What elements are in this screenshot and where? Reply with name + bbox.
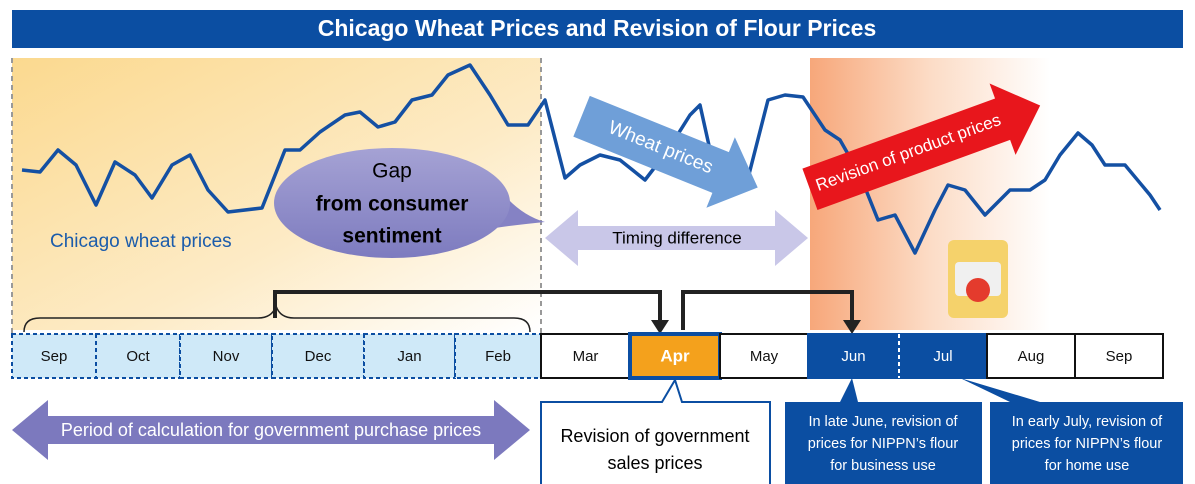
wheat-arrow: Wheat prices [567,81,772,223]
callout-text: for business use [830,458,936,474]
callout-text: sales prices [607,453,702,473]
bubble-text: from consumer [316,193,469,216]
callout-text: Revision of government [560,426,749,446]
arrowhead [651,320,669,334]
month-label: Mar [573,348,599,365]
callout-text: In late June, revision of [808,414,958,430]
timing-text: Timing difference [612,228,741,247]
month-label: May [750,348,779,365]
month-row: Sep Oct Nov Dec Jan Feb Mar Apr May Jun Jul Aug Sep [12,334,1163,378]
callout-text: prices for NIPPN’s flour [1012,436,1163,452]
bubble-text: Gap [372,160,412,183]
flour-bag [948,240,1008,318]
month-label: Nov [213,348,240,365]
month-label: Apr [660,346,690,365]
bubble-text: sentiment [342,225,441,248]
callout-text: for home use [1045,458,1130,474]
callout-text: prices for NIPPN’s flour [808,436,959,452]
month-label: Oct [126,348,150,365]
month-label: Sep [1106,348,1133,365]
month-label: Jan [397,348,421,365]
month-label: Sep [41,348,68,365]
month-label: Dec [305,348,332,365]
month-label: Feb [485,348,511,365]
month-label: Jul [933,348,952,365]
month-label: Aug [1018,348,1045,365]
callout-text: In early July, revision of [1012,414,1163,430]
month-label: Jun [841,348,865,365]
line-label: Chicago wheat prices [50,231,232,252]
title: Chicago Wheat Prices and Revision of Flo… [318,15,877,41]
period-text: Period of calculation for government pur… [61,420,481,440]
diagram: Chicago Wheat Prices and Revision of Flo… [0,0,1195,484]
